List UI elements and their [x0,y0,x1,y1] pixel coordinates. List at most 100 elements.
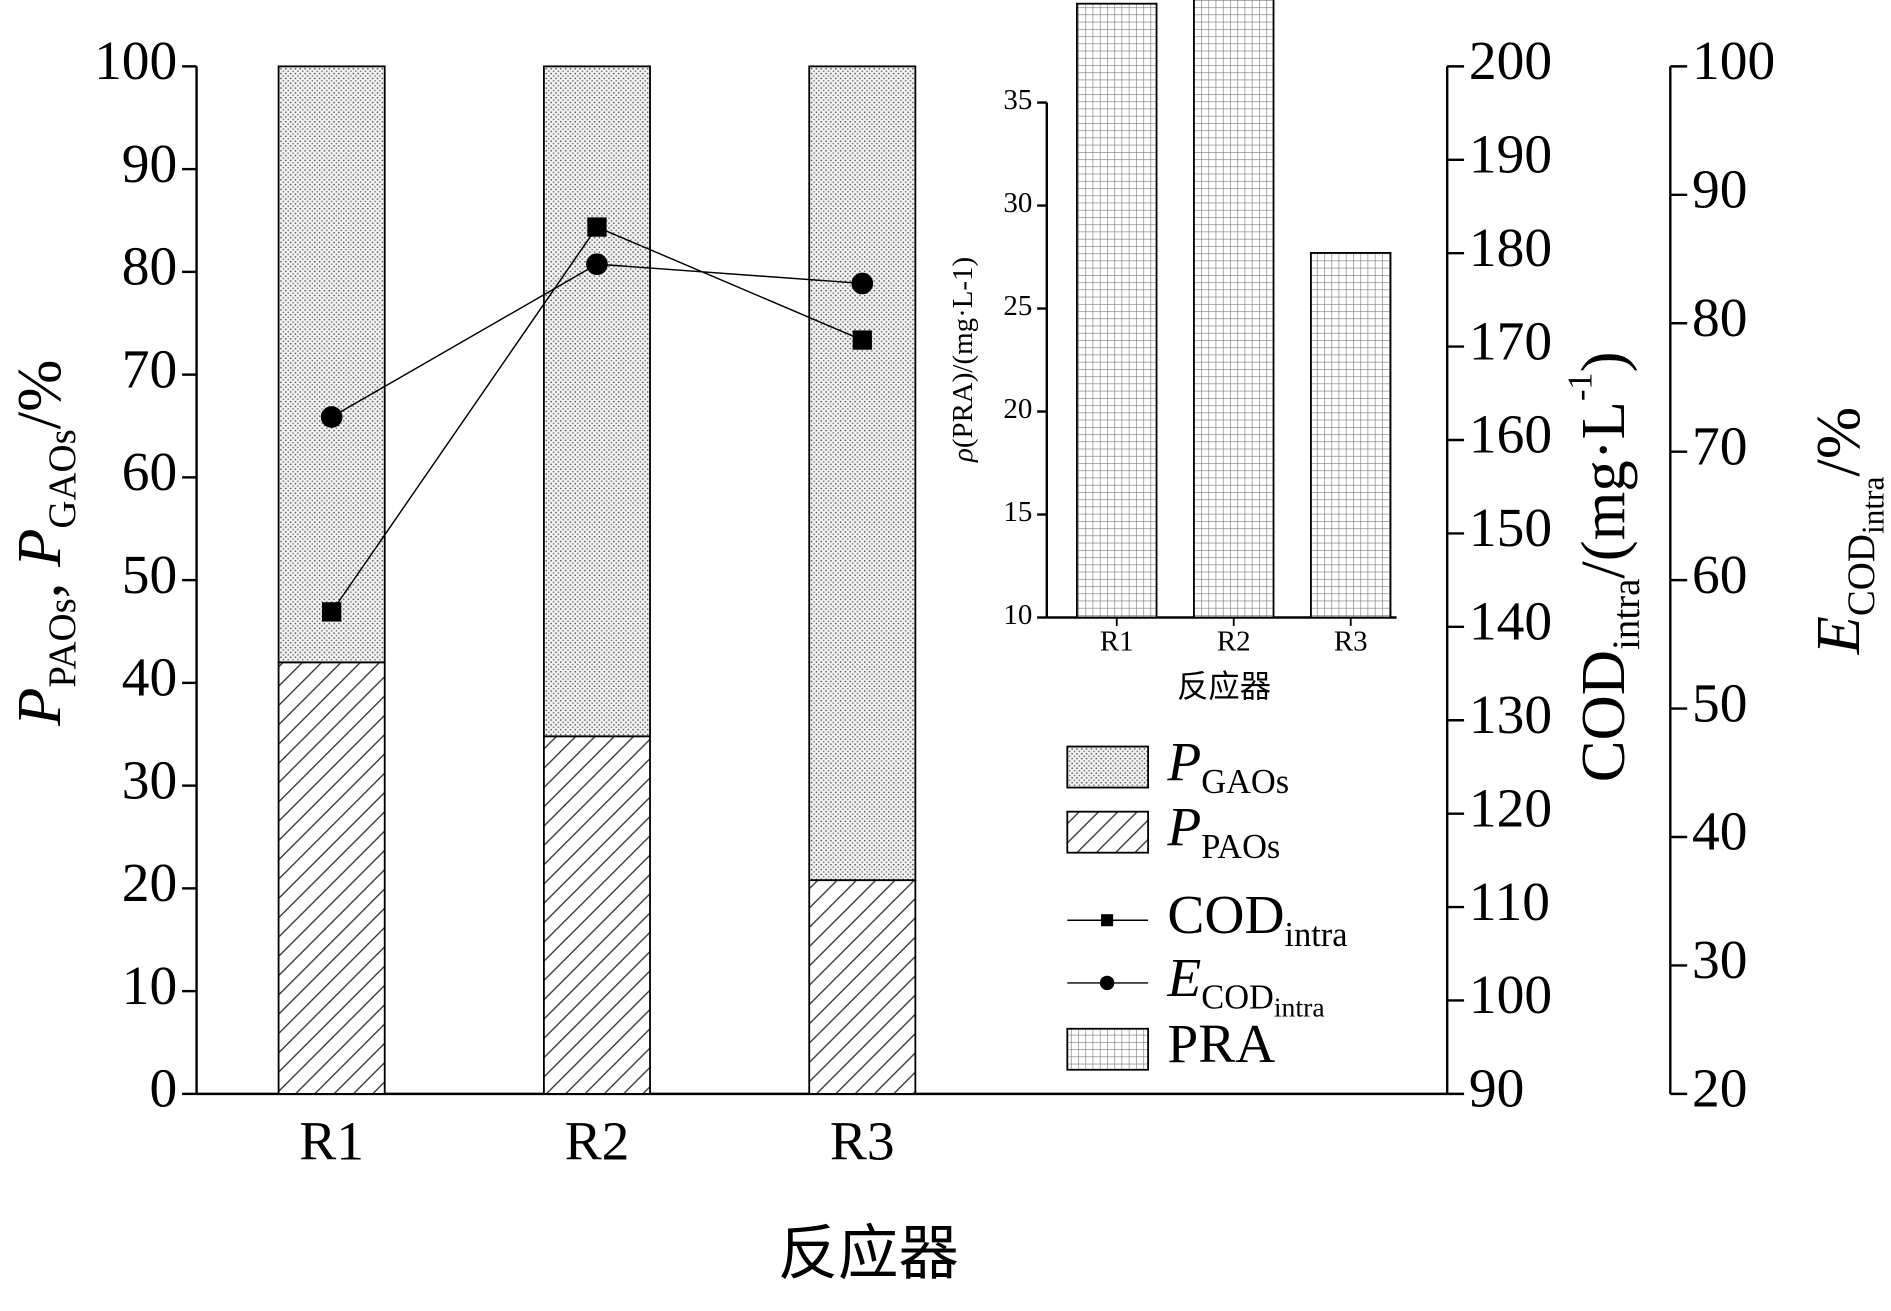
y3-tick-label: 80 [1692,287,1747,348]
y-tick-label: 10 [122,955,177,1016]
label-part: GAOs [41,429,84,528]
x-axis-label: 反应器 [1177,669,1271,704]
legend-label: PRA [1167,1013,1275,1074]
marker [852,330,872,350]
label-part: , [4,567,74,598]
bar [277,65,386,664]
legend-label: PGAOs [1166,731,1289,801]
y-axis-label: ρ(PRA)/(mg·L-1) [946,257,978,463]
y-tick-label: 70 [122,338,177,399]
label-part: COD [1840,534,1883,616]
label-part: PAOs [1201,828,1280,866]
y3-tick-label: 70 [1692,415,1747,476]
legend-marker [1099,975,1115,991]
label-part: E [1166,947,1201,1008]
y3-axis-label: ECODintra/% [1804,407,1891,656]
bar [808,879,917,1095]
label-part: PAOs [41,598,84,687]
y-tick-label: 10 [1003,599,1032,631]
marker [322,602,342,622]
bar [1076,2,1158,619]
y3-tick-label: 40 [1692,801,1747,862]
label-part: P [4,688,74,727]
y-tick-label: 80 [122,236,177,297]
label-part: PRA [1167,1013,1275,1074]
y2-tick-label: 190 [1469,124,1552,185]
marker [586,253,608,276]
x-tick-label: R2 [565,1111,630,1172]
y2-tick-label: 180 [1469,217,1552,278]
legend-marker [1101,914,1114,927]
y-tick-label: 40 [122,647,177,708]
y3-tick-label: 60 [1692,544,1747,605]
y-tick-label: 90 [122,133,177,194]
y3-tick-label: 50 [1692,672,1747,733]
bar [808,65,917,882]
y2-tick-label: 170 [1469,310,1552,371]
y2-tick-label: 120 [1469,777,1552,838]
y-tick-label: 60 [122,441,177,502]
bar [1310,252,1392,619]
y2-tick-label: 140 [1469,591,1552,652]
label-part: intra [1605,579,1648,650]
label-part: COD [1167,884,1284,945]
label-part: intra [1274,992,1325,1023]
label-part: /% [4,360,74,430]
x-tick-label: R2 [1217,626,1251,658]
label-part: COD [1568,650,1638,782]
marker [851,272,874,295]
label-part: (PRA)/(mg·L-1) [946,257,978,448]
label-part: ) [1568,351,1638,372]
label-part: GAOs [1201,763,1289,801]
y3-tick-label: 30 [1692,929,1747,990]
y-tick-label: 0 [150,1058,178,1119]
marker [320,406,343,428]
label-part: intra [1285,916,1348,954]
marker [587,217,607,237]
y-tick-label: 15 [1003,496,1032,528]
y-axis-label: PPAOs, PGAOs/% [4,360,84,727]
bar [277,661,386,1095]
bar [542,735,651,1095]
y-tick-label: 25 [1003,290,1032,322]
y-tick-label: 35 [1003,84,1032,116]
label-part: /(mg·L [1568,401,1638,579]
label-part: P [1166,731,1201,792]
label-part: P [1166,796,1201,857]
legend-label: CODintra [1167,884,1347,954]
y3-tick-label: 100 [1692,30,1775,91]
legend-swatch [1066,745,1150,789]
label-part: E [1804,616,1874,655]
x-axis-label: 反应器 [778,1221,959,1288]
x-tick-label: R1 [1100,626,1134,658]
y3-tick-label: 90 [1692,159,1747,220]
y2-tick-label: 130 [1469,684,1552,745]
y2-tick-label: 200 [1469,30,1552,91]
label-part: COD [1201,979,1274,1017]
legend-label: ECODintra [1166,947,1324,1023]
y-tick-label: 100 [94,30,177,91]
label-part: intra [1856,477,1891,535]
y-tick-label: 30 [122,749,177,810]
label-part: ρ [946,448,978,463]
label-part: /% [1804,407,1874,477]
legend-label: PPAOs [1166,796,1280,866]
label-part: P [4,529,74,568]
y-tick-label: 20 [122,852,177,913]
bar [542,65,651,738]
x-tick-label: R1 [299,1111,364,1172]
legend-swatch [1066,1027,1150,1071]
y3-tick-label: 20 [1692,1058,1747,1119]
y-tick-label: 30 [1003,187,1032,219]
y2-tick-label: 150 [1469,497,1552,558]
y2-tick-label: 110 [1469,871,1550,932]
y2-axis-label: CODintra/(mg·L-1) [1562,351,1648,782]
y2-tick-label: 100 [1469,964,1552,1025]
x-tick-label: R3 [830,1111,895,1172]
y-tick-label: 50 [122,544,177,605]
x-tick-label: R3 [1334,626,1368,658]
label-part: -1 [1562,372,1600,401]
y-tick-label: 20 [1003,393,1032,425]
